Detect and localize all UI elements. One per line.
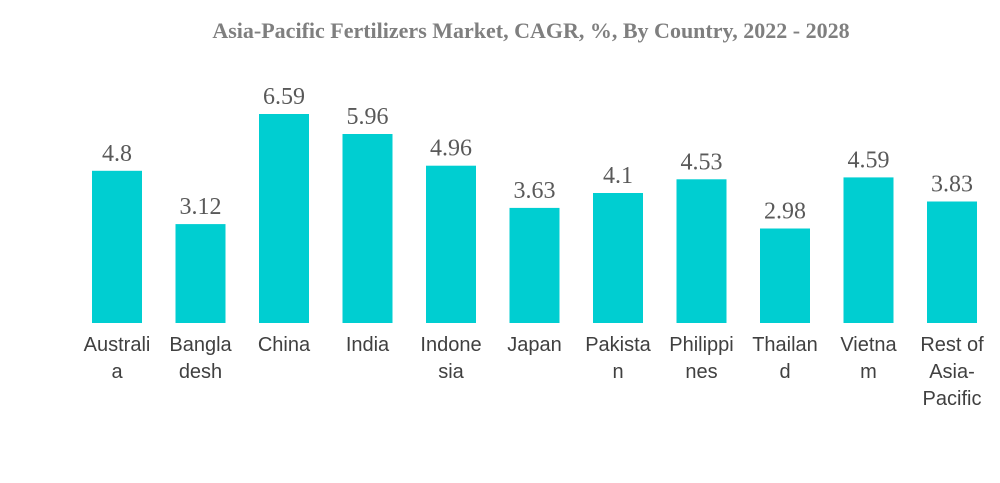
category-label: Rest of Asia-Pacific bbox=[920, 334, 984, 410]
bar-vietnam bbox=[843, 177, 894, 323]
value-label: 2.98 bbox=[764, 199, 806, 225]
value-label: 5.96 bbox=[347, 104, 389, 130]
value-label: 4.8 bbox=[102, 141, 132, 167]
value-label: 3.12 bbox=[180, 194, 222, 220]
value-label: 3.63 bbox=[514, 178, 556, 204]
bar-indonesia bbox=[426, 165, 476, 323]
bar-rest-of-asia-pacific bbox=[927, 201, 977, 323]
category-label: Bangla desh bbox=[169, 334, 232, 383]
category-label: Australi a bbox=[84, 334, 151, 383]
category-labels-group: Australi a Bangla desh China India Indone sia Ja… bbox=[84, 334, 984, 410]
bar-india bbox=[342, 134, 393, 323]
value-label: 4.53 bbox=[681, 149, 723, 175]
category-label: Thailan d bbox=[752, 334, 818, 383]
bars-group bbox=[92, 114, 977, 323]
bar-pakistan bbox=[593, 193, 643, 323]
value-labels-group: 4.8 3.12 6.59 5.96 4.96 3.63 4.1 4.53 2.98 4.59 3.… bbox=[102, 84, 973, 225]
category-label: Vietna m bbox=[840, 334, 897, 383]
category-label: Japan bbox=[507, 334, 562, 356]
value-label: 4.96 bbox=[430, 136, 472, 162]
category-label: Philippi nes bbox=[669, 334, 733, 383]
bar-japan bbox=[509, 207, 560, 323]
value-label: 6.59 bbox=[263, 84, 305, 110]
bar-china bbox=[259, 114, 309, 323]
category-label: India bbox=[346, 334, 390, 356]
chart-title: Asia-Pacific Fertilizers Market, CAGR, %… bbox=[212, 18, 849, 43]
value-label: 4.59 bbox=[848, 147, 890, 173]
bar-thailand bbox=[760, 228, 810, 323]
bar-australia bbox=[92, 170, 142, 323]
value-label: 3.83 bbox=[931, 172, 973, 198]
bar-philippines bbox=[676, 179, 727, 323]
category-label: China bbox=[258, 334, 311, 356]
category-label: Pakista n bbox=[585, 334, 651, 383]
category-label: Indone sia bbox=[420, 334, 481, 383]
value-label: 4.1 bbox=[603, 163, 633, 189]
bar-bangladesh bbox=[175, 224, 226, 323]
